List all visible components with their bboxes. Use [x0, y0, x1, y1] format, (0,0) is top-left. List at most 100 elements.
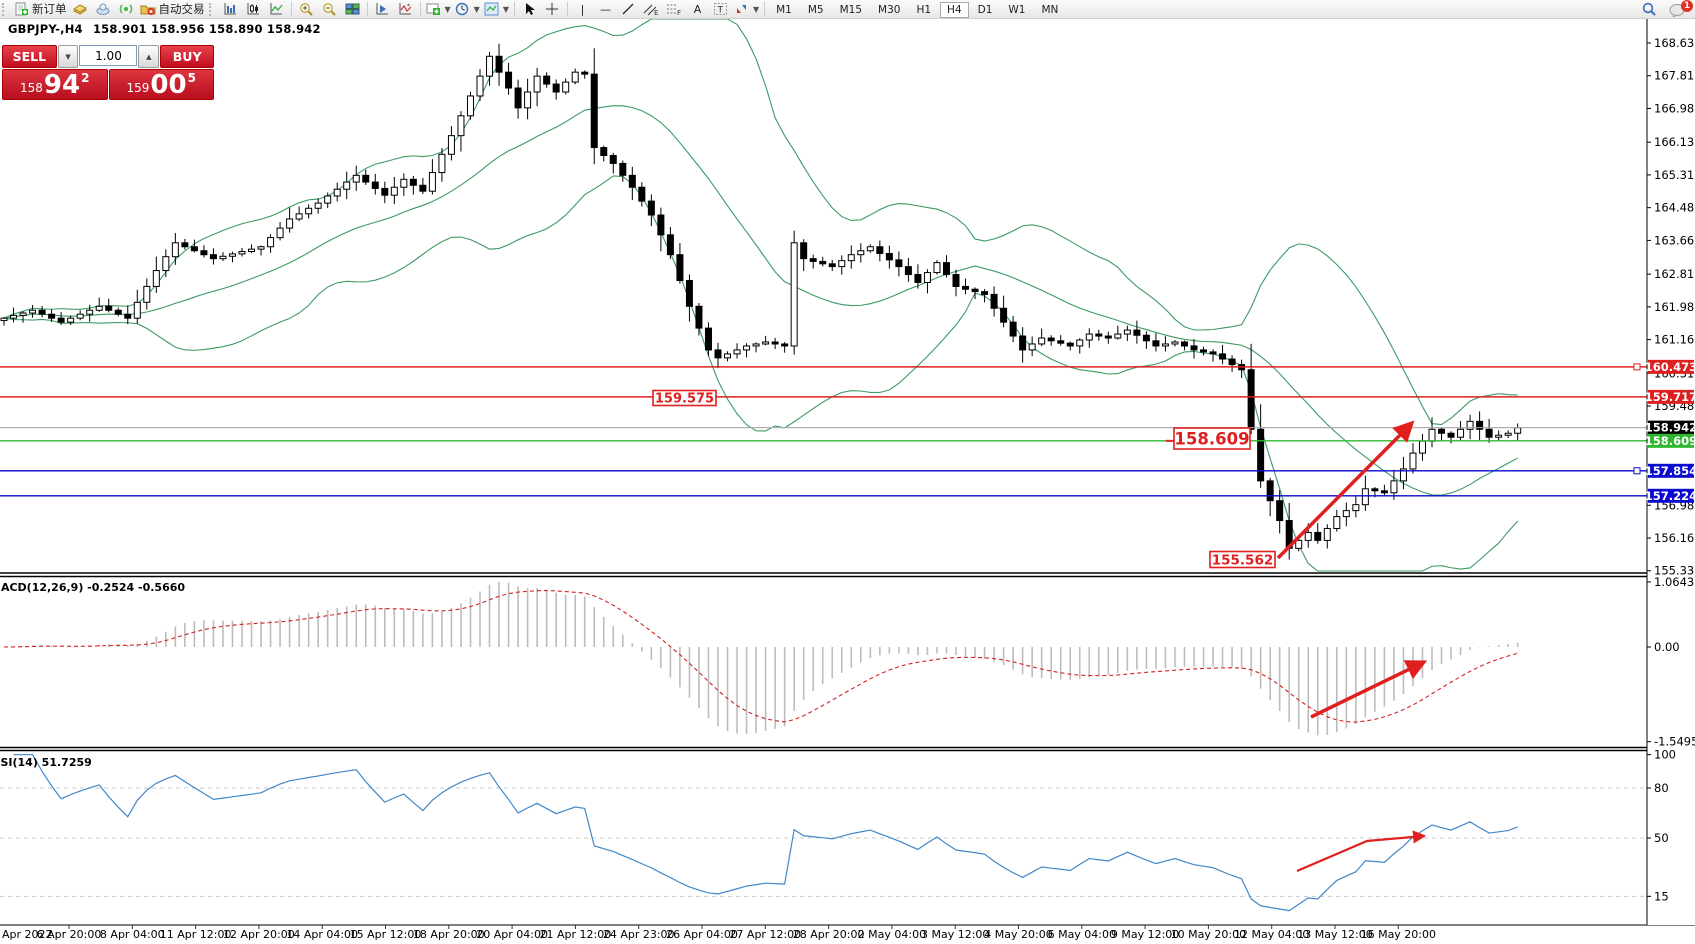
search-icon — [1641, 2, 1657, 17]
axis-label: 162.810 — [1654, 267, 1695, 281]
candle — [885, 253, 893, 261]
candle-chart-button[interactable] — [242, 1, 265, 17]
candle — [1123, 329, 1131, 335]
candle — [762, 341, 770, 345]
chart-period-button[interactable]: ▼ — [453, 1, 482, 17]
candle — [1085, 333, 1093, 341]
buy-price[interactable]: 159 00 5 — [108, 69, 214, 100]
arrows-button[interactable]: ▼ — [732, 1, 761, 17]
toolbar-separator — [366, 2, 368, 16]
autotrade-button[interactable]: 自动交易 — [138, 1, 207, 17]
candle — [57, 317, 65, 323]
search-button[interactable] — [1637, 1, 1660, 17]
buy-price-sup: 5 — [187, 71, 196, 85]
volume-decrease-button[interactable]: ▼ — [57, 45, 79, 68]
candle — [48, 313, 56, 319]
crosshair-button[interactable] — [541, 1, 564, 17]
price-callout-text: 159.575 — [655, 392, 714, 407]
tf-button-M5[interactable]: M5 — [807, 3, 824, 16]
candle — [533, 75, 541, 93]
candle — [343, 181, 351, 190]
price-callout[interactable] — [1209, 550, 1276, 569]
cursor-button[interactable] — [518, 1, 541, 17]
sell-price[interactable]: 158 94 2 — [2, 69, 108, 100]
hline-handle[interactable] — [1633, 467, 1641, 475]
candle — [647, 200, 655, 216]
signal-button[interactable] — [115, 1, 138, 17]
candle — [981, 291, 989, 295]
candle — [752, 343, 760, 347]
vertical-line-button[interactable]: | — [580, 2, 585, 16]
chart-template-button[interactable]: ▼ — [482, 1, 511, 17]
candle — [628, 174, 636, 188]
trendline-button[interactable] — [617, 1, 640, 17]
volume-input[interactable] — [79, 45, 138, 66]
chevron-up-icon: ▲ — [146, 52, 152, 61]
equidistant-channel-icon: E — [643, 2, 659, 16]
bars-chart-button[interactable] — [219, 1, 242, 17]
tile-windows-button[interactable] — [341, 1, 364, 17]
packet-button[interactable] — [69, 1, 92, 17]
equidistant-channel-button[interactable]: E — [640, 1, 663, 17]
time-label: 10 May 20:00 — [1171, 928, 1246, 941]
time-label: 9 May 12:00 — [1111, 928, 1179, 941]
candle — [838, 260, 846, 268]
tf-button-H1[interactable]: H1 — [916, 3, 932, 16]
chart-title: GBPJPY-,H4 158.901 158.956 158.890 158.9… — [8, 22, 321, 36]
strategy-tester-icon — [375, 2, 390, 16]
tf-button-D1[interactable]: D1 — [977, 3, 993, 16]
zoom-out-button[interactable] — [318, 1, 341, 17]
tf-button-M1[interactable]: M1 — [776, 3, 792, 16]
fibonacci-button[interactable]: F — [663, 1, 686, 17]
svg-text:T: T — [716, 6, 723, 16]
new-order-button[interactable]: 新订单 — [12, 1, 69, 17]
tf-button-M15[interactable]: M15 — [839, 3, 863, 16]
indicators-button[interactable]: * — [394, 1, 417, 17]
price-callout[interactable] — [652, 389, 717, 407]
candle — [1295, 539, 1303, 549]
candle — [486, 55, 494, 77]
trend-arrow-main[interactable] — [1276, 420, 1415, 560]
candle — [1171, 341, 1179, 345]
candle — [143, 285, 151, 303]
axis-label: 161.985 — [1654, 300, 1695, 314]
notifications-button[interactable]: 1 — [1666, 0, 1693, 17]
trend-arrow-rsi[interactable] — [1296, 830, 1427, 873]
tf-button-MN[interactable]: MN — [1041, 3, 1059, 16]
horizontal-line-button[interactable]: — — [599, 2, 611, 16]
candle — [1133, 329, 1141, 336]
profile-button[interactable] — [92, 1, 115, 17]
hline-handle[interactable] — [1633, 363, 1641, 371]
candle — [990, 293, 998, 309]
candle — [1257, 428, 1265, 482]
top-toolbar: 新订单 自动交易 * ▼ ▼ ▼ | — E F A T ▼ M1 M5 M15 M3… — [0, 0, 1695, 19]
new-chart-button[interactable]: ▼ — [424, 1, 453, 17]
trend-arrow-macd[interactable] — [1310, 660, 1428, 719]
symbol-period-label: GBPJPY-,H4 — [8, 22, 83, 36]
time-label: 3 May 12:00 — [921, 928, 989, 941]
time-label: 27 Apr 12:00 — [729, 928, 801, 941]
time-label: 24 Apr 23:00 — [603, 928, 675, 941]
sell-button[interactable]: SELL — [2, 45, 57, 68]
line-chart-button[interactable] — [265, 1, 288, 17]
text-label-button[interactable]: T — [709, 1, 732, 17]
candle — [38, 309, 46, 315]
axis-label: -1.5495 — [1654, 735, 1695, 749]
candle — [809, 258, 817, 262]
zoom-in-button[interactable] — [295, 1, 318, 17]
axis-label: 1.0643 — [1654, 575, 1694, 589]
candle — [286, 218, 294, 229]
tf-button-M30[interactable]: M30 — [878, 3, 901, 16]
volume-increase-button[interactable]: ▲ — [138, 45, 160, 68]
buy-button[interactable]: BUY — [160, 45, 214, 68]
text-button[interactable]: A — [693, 2, 702, 16]
crosshair-icon — [545, 2, 560, 16]
strategy-tester-button[interactable] — [371, 1, 394, 17]
price-callout[interactable] — [1173, 427, 1251, 450]
time-label: 14 Apr 04:00 — [286, 928, 358, 941]
candle — [238, 251, 246, 255]
tf-button-W1[interactable]: W1 — [1008, 3, 1026, 16]
tf-button-H4[interactable]: H4 — [940, 1, 969, 18]
